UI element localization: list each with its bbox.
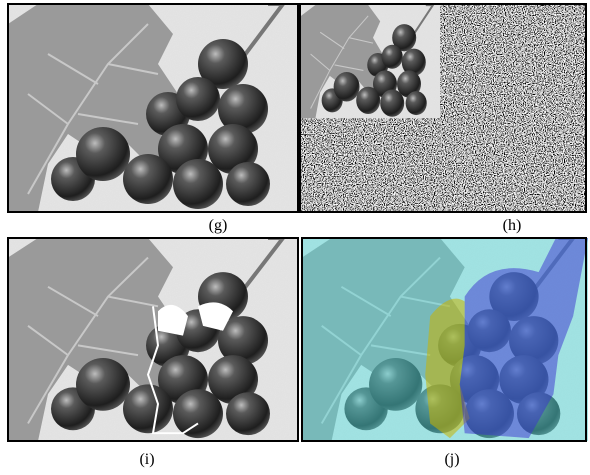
figure: (g) (h) (i) (j) — [0, 0, 590, 470]
page: {"panels": [{"label": "(g)"}, {"label": … — [0, 0, 590, 470]
caption: (j) — [444, 451, 459, 468]
image-h — [300, 4, 586, 212]
caption: (h) — [503, 217, 522, 234]
image-g — [8, 4, 298, 212]
caption: (g) — [209, 217, 228, 234]
caption: (i) — [139, 451, 154, 468]
image-i — [8, 238, 298, 441]
image-j — [302, 233, 588, 441]
